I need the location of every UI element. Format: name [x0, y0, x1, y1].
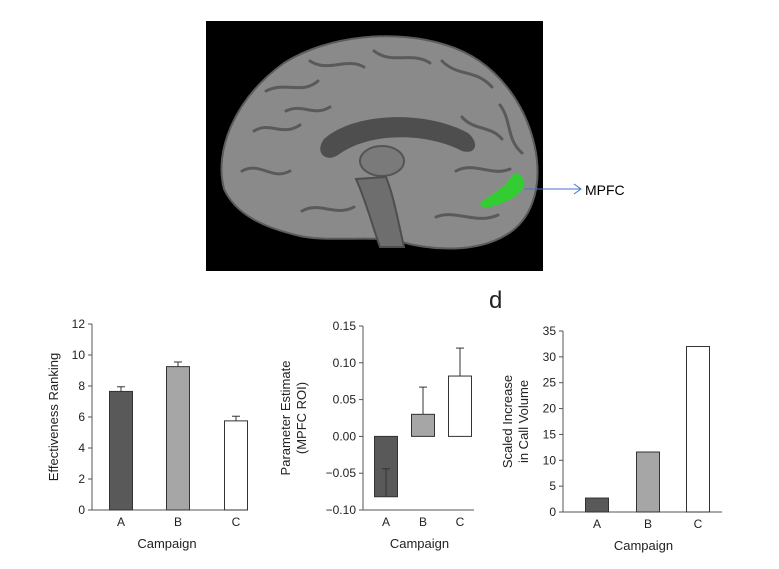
x-tick-label: A [593, 517, 601, 531]
brainstem [354, 175, 406, 248]
corpus-callosum [320, 117, 476, 158]
x-tick-label: A [117, 515, 125, 529]
y-tick-label: −0.10 [326, 503, 357, 517]
y-tick-label: 10 [72, 348, 86, 362]
x-axis-label: Campaign [137, 536, 196, 551]
y-tick-label: 6 [78, 410, 85, 424]
y-axis-label-line: Effectiveness Ranking [46, 353, 61, 481]
brain-image-panel [206, 21, 543, 271]
x-tick-label: C [232, 515, 241, 529]
roi-arrow-head [573, 183, 582, 195]
x-tick-label: C [456, 515, 465, 529]
bar-B [166, 366, 190, 511]
chart-effectiveness-ranking: 0 2 4 6 8 10 12 A B C Campaign Effectiveness Rankin… [46, 317, 248, 551]
y-tick-label: 0.00 [333, 429, 357, 443]
x-axis-label: Campaign [614, 538, 673, 553]
bar-B [636, 451, 660, 513]
y-tick-label: 20 [543, 402, 557, 416]
y-tick-label: 0.05 [333, 393, 357, 407]
bar-C [224, 420, 248, 511]
y-axis-label: Effectiveness Ranking [46, 353, 61, 481]
bar-B [411, 413, 435, 437]
brain-hemisphere [220, 35, 539, 250]
y-tick-label: 0.15 [333, 319, 357, 333]
x-tick-label: A [382, 515, 390, 529]
y-tick-label: −0.05 [326, 466, 357, 480]
y-axis-label-line: Scaled Increase [500, 375, 515, 468]
roi-label: MPFC [585, 182, 625, 198]
bar-charts: 0 2 4 6 8 10 12 A B C Campaign Effectiveness Rankin… [46, 317, 722, 553]
bar-A [585, 497, 609, 513]
y-tick-label: 2 [78, 472, 85, 486]
y-axis-label: Parameter Estimate(MPFC ROI) [278, 361, 309, 476]
x-tick-label: B [644, 517, 652, 531]
mpfc-roi [480, 173, 525, 208]
x-tick-label: B [419, 515, 427, 529]
y-tick-label: 12 [72, 317, 86, 331]
bar-C [448, 375, 472, 437]
y-tick-label: 15 [543, 427, 557, 441]
y-tick-label: 4 [78, 441, 85, 455]
x-tick-label: C [694, 517, 703, 531]
panel-letter-d: d [489, 287, 503, 314]
y-tick-label: 0.10 [333, 356, 357, 370]
y-tick-label: 10 [543, 453, 557, 467]
y-axis-label-line: (MPFC ROI) [294, 382, 309, 454]
y-tick-label: 0 [78, 503, 85, 517]
brain-image [206, 21, 543, 271]
y-tick-label: 8 [78, 379, 85, 393]
y-tick-label: 5 [549, 479, 556, 493]
y-tick-label: 0 [549, 505, 556, 519]
y-tick-label: 35 [543, 324, 557, 338]
chart-parameter-estimate: −0.10 −0.05 0.00 0.05 0.10 0.15 A B C Campaign Par… [278, 319, 474, 551]
bar-C [686, 346, 710, 513]
y-axis-label-line: Parameter Estimate [278, 361, 293, 476]
bar-A [109, 390, 133, 511]
x-tick-label: B [174, 515, 182, 529]
cortical-folds [240, 49, 524, 220]
chart-call-volume-increase: 0 5 10 15 20 25 30 35 A B C Campaign Scaled Increase… [500, 324, 722, 553]
y-axis-label: Scaled Increasein Call Volume [500, 375, 531, 468]
thalamus [359, 145, 405, 177]
y-tick-label: 30 [543, 350, 557, 364]
x-axis-label: Campaign [390, 536, 449, 551]
y-tick-label: 25 [543, 376, 557, 390]
y-axis-label-line: in Call Volume [516, 380, 531, 463]
